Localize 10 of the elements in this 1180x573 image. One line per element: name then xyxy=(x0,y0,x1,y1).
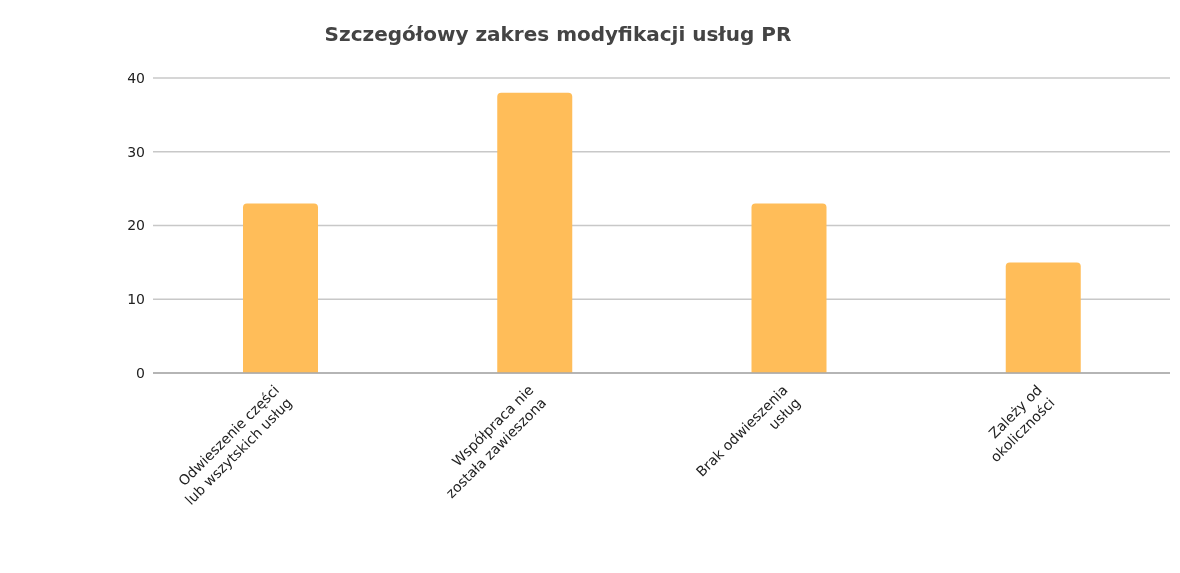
chart-title: Szczegółowy zakres modyfikacji usług PR xyxy=(323,21,793,48)
bar xyxy=(1005,262,1081,373)
y-tick-label: 20 xyxy=(127,217,145,234)
bar xyxy=(497,92,573,373)
y-tick-label: 40 xyxy=(127,69,145,86)
bar xyxy=(243,203,318,373)
y-tick-label: 10 xyxy=(127,291,145,308)
bar xyxy=(751,203,827,373)
y-tick-label: 0 xyxy=(136,364,145,381)
y-tick-label: 30 xyxy=(127,143,145,160)
